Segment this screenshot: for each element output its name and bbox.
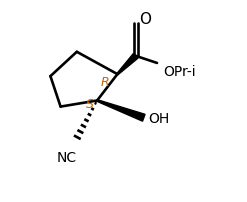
Text: O: O: [139, 12, 151, 27]
Text: S: S: [86, 98, 94, 110]
Text: NC: NC: [57, 151, 77, 164]
Text: R: R: [101, 75, 109, 88]
Text: OH: OH: [148, 111, 169, 125]
Polygon shape: [97, 100, 145, 122]
Text: OPr-i: OPr-i: [163, 65, 196, 79]
Polygon shape: [117, 54, 138, 75]
